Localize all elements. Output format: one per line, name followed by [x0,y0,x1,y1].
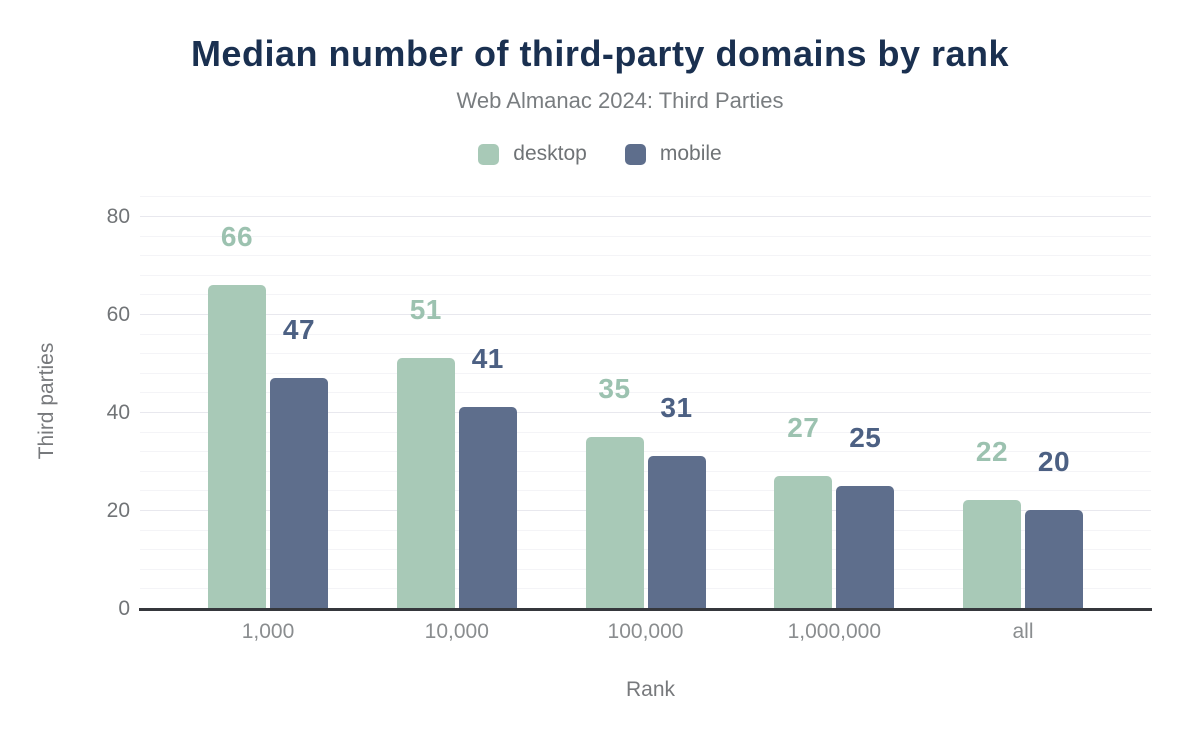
y-tick-label: 40 [106,401,130,424]
minor-gridline [140,568,1151,570]
bar-value-desktop-100000: 35 [598,372,631,404]
legend-swatch-desktop [478,143,500,165]
y-axis-title: Third parties [35,342,58,460]
bar-value-desktop-all: 22 [975,436,1009,468]
bar-desktop-100000[interactable] [585,436,644,608]
x-tick-label: 100,000 [607,620,684,643]
bar-value-mobile-all: 20 [1037,446,1071,477]
x-tick-label: all [1012,620,1034,643]
y-tick-label: 80 [106,205,130,228]
bar-value-desktop-1000: 66 [220,220,254,252]
bar-mobile-1000000[interactable] [836,485,895,608]
major-gridline [140,412,1151,413]
bar-desktop-1000[interactable] [208,284,266,608]
major-gridline [140,510,1151,511]
minor-gridline [140,353,1151,355]
minor-gridline [140,529,1151,531]
bar-mobile-1000[interactable] [270,377,328,608]
legend-item-mobile[interactable]: mobile [624,142,722,166]
bar-mobile-10000[interactable] [458,407,517,608]
x-axis-line [139,608,1152,611]
bar-mobile-100000[interactable] [647,456,706,608]
y-tick-label: 60 [106,303,130,326]
minor-gridline [140,274,1151,276]
minor-gridline [140,196,1151,198]
major-gridline [140,314,1151,315]
bar-value-mobile-1000000: 25 [849,421,882,453]
y-tick-label: 20 [106,499,130,522]
legend-swatch-mobile [624,143,646,165]
x-tick-label: 1,000 [241,620,295,643]
bar-mobile-all[interactable] [1025,510,1083,608]
minor-gridline [140,372,1151,374]
minor-gridline [140,431,1151,433]
minor-gridline [140,588,1151,590]
bar-value-mobile-100000: 31 [660,392,693,424]
minor-gridline [140,255,1151,257]
legend: desktop mobile [0,142,1200,166]
x-tick-label: 1,000,000 [787,620,882,643]
bar-value-mobile-10000: 41 [471,343,504,375]
legend-label-desktop: desktop [513,142,587,165]
legend-item-desktop[interactable]: desktop [478,142,587,166]
minor-gridline [140,470,1151,472]
bar-value-desktop-10000: 51 [409,294,442,326]
minor-gridline [140,235,1151,237]
chart-subtitle: Web Almanac 2024: Third Parties [456,88,784,113]
x-axis-title: Rank [625,678,676,701]
bar-value-desktop-1000000: 27 [787,411,820,443]
minor-gridline [140,451,1151,453]
minor-gridline [140,549,1151,551]
minor-gridline [140,294,1151,296]
bar-desktop-10000[interactable] [396,358,455,608]
minor-gridline [140,392,1151,394]
y-tick-label: 0 [118,597,130,620]
x-tick-label: 10,000 [424,620,489,643]
chart-title: Median number of third-party domains by … [190,33,1010,74]
legend-label-mobile: mobile [659,142,722,165]
minor-gridline [140,333,1151,335]
bar-value-mobile-1000: 47 [282,313,316,345]
bar-desktop-all[interactable] [963,500,1021,608]
bar-desktop-1000000[interactable] [774,475,833,608]
major-gridline [140,216,1151,217]
minor-gridline [140,490,1151,492]
